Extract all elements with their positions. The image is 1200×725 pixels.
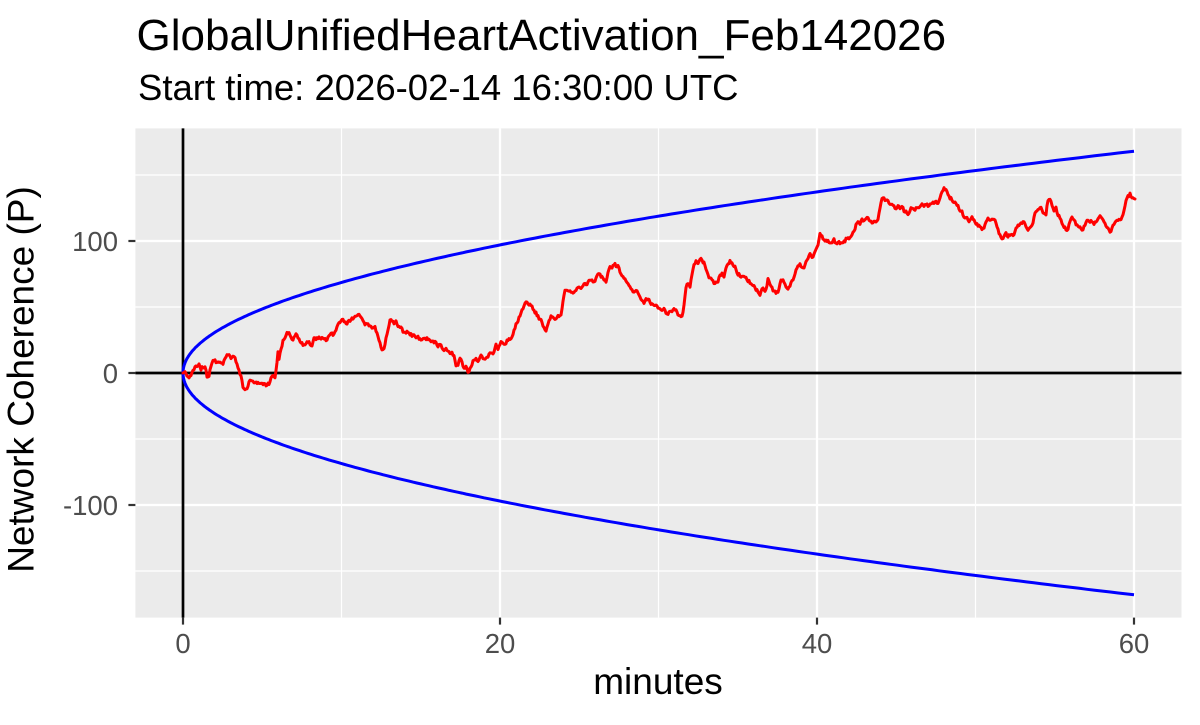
svg-text:Start time: 2026-02-14 16:30:0: Start time: 2026-02-14 16:30:00 UTC	[138, 67, 739, 108]
svg-text:GlobalUnifiedHeartActivation_F: GlobalUnifiedHeartActivation_Feb142026	[137, 11, 947, 60]
svg-text:0: 0	[175, 628, 190, 659]
svg-text:60: 60	[1119, 628, 1150, 659]
svg-text:20: 20	[485, 628, 516, 659]
svg-text:0: 0	[103, 358, 118, 389]
svg-text:minutes: minutes	[593, 661, 723, 702]
svg-text:Network Coherence (P): Network Coherence (P)	[0, 186, 41, 573]
svg-text:-100: -100	[63, 490, 118, 521]
svg-text:100: 100	[72, 226, 118, 257]
svg-text:40: 40	[802, 628, 833, 659]
